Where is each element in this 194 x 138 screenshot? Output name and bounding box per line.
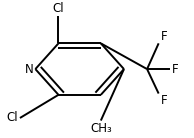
Text: F: F — [161, 30, 167, 43]
Text: F: F — [172, 63, 179, 76]
Text: N: N — [25, 63, 33, 76]
Text: CH₃: CH₃ — [90, 122, 112, 135]
Text: Cl: Cl — [6, 112, 18, 124]
Text: F: F — [161, 94, 167, 107]
Text: Cl: Cl — [53, 2, 64, 15]
